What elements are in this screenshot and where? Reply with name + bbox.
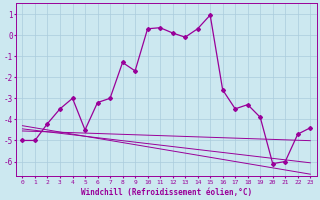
X-axis label: Windchill (Refroidissement éolien,°C): Windchill (Refroidissement éolien,°C)	[81, 188, 252, 197]
